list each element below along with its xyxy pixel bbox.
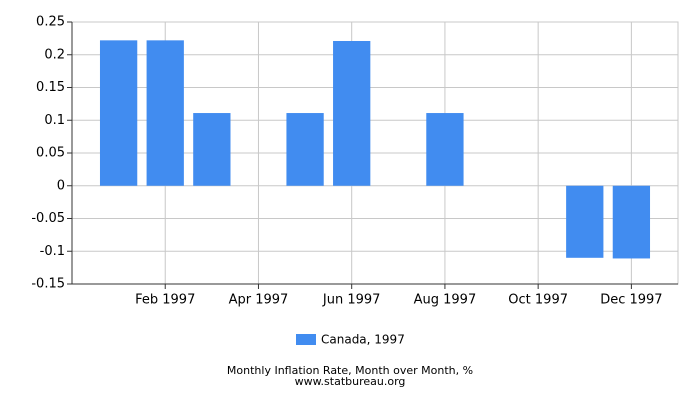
- bar: [612, 185, 651, 259]
- y-tick-label: -0.05: [31, 211, 65, 226]
- y-tick-label: 0: [57, 178, 65, 193]
- bar: [146, 40, 184, 186]
- y-tick-label: 0.15: [36, 80, 65, 95]
- y-tick-label: -0.15: [31, 277, 65, 292]
- x-tick-label: Feb 1997: [135, 293, 195, 308]
- x-tick-label: Jun 1997: [322, 293, 381, 308]
- source: www.statbureau.org: [295, 375, 406, 388]
- legend-swatch: [296, 334, 316, 345]
- chart-title: Monthly Inflation Rate, Month over Month…: [227, 364, 473, 377]
- y-tick-label: 0.2: [44, 47, 65, 62]
- y-tick-label: 0.25: [36, 15, 65, 30]
- bar: [193, 113, 231, 186]
- bar: [566, 185, 604, 258]
- legend-label: Canada, 1997: [321, 333, 405, 347]
- y-tick-label: -0.1: [40, 244, 65, 259]
- bar: [99, 40, 138, 186]
- x-tick-label: Dec 1997: [600, 293, 662, 308]
- bar: [286, 113, 324, 186]
- y-tick-label: 0.05: [36, 146, 65, 161]
- x-tick-label: Aug 1997: [414, 293, 477, 308]
- bar: [426, 113, 464, 186]
- bar: [333, 40, 371, 186]
- x-tick-label: Apr 1997: [229, 293, 289, 308]
- x-tick-label: Oct 1997: [508, 293, 568, 308]
- y-tick-label: 0.1: [44, 113, 65, 128]
